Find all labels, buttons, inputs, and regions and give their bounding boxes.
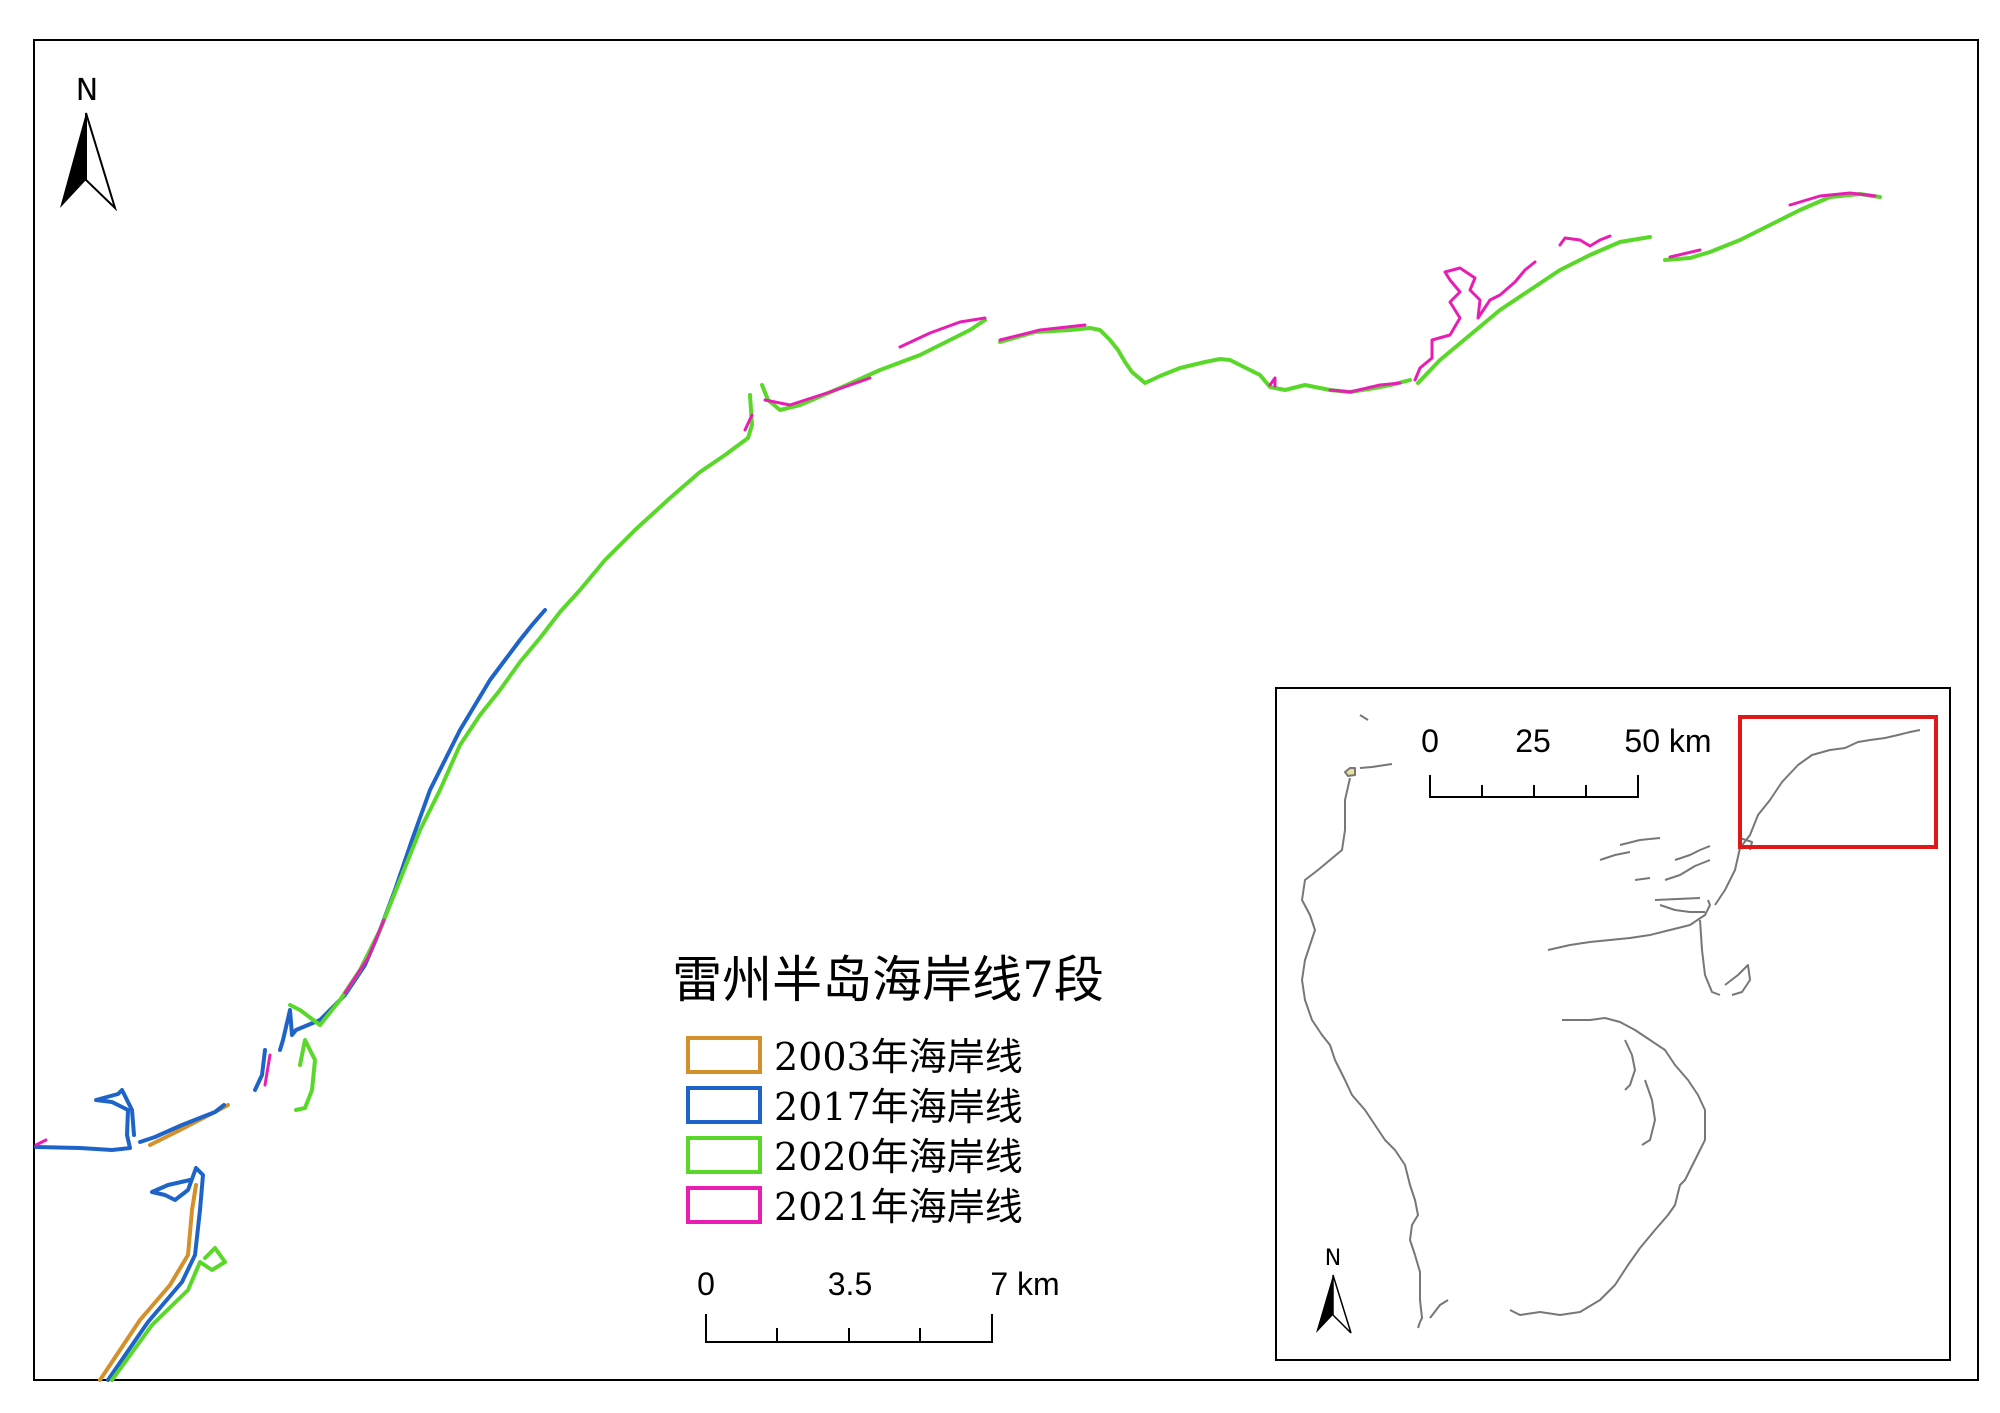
legend-label-2021: 2021年海岸线 <box>774 1185 1023 1229</box>
inset-north-arrow-icon <box>1316 1275 1333 1333</box>
legend-item-2017: 2017年海岸线 <box>686 1085 1023 1129</box>
inset-scale-tick-label-2: 50 km <box>1624 723 1711 759</box>
legend-swatch-2017 <box>686 1086 762 1124</box>
north-arrow-icon <box>60 113 86 208</box>
inset-map: 0 25 50 km N <box>1275 687 1951 1361</box>
main-scale-bar: 0 3.5 7 km <box>697 1266 1060 1343</box>
coastline-2017 <box>34 608 547 1382</box>
legend-item-2003: 2003年海岸线 <box>686 1035 1023 1079</box>
north-label: N <box>76 73 98 108</box>
map-title: 雷州半岛海岸线7段 <box>672 951 1104 1009</box>
inset-scale-bar: 0 25 50 km <box>1421 723 1712 798</box>
legend-label-2017: 2017年海岸线 <box>774 1085 1023 1129</box>
north-arrow: N <box>60 73 118 212</box>
legend-swatch-2021 <box>686 1186 762 1224</box>
scale-tick-label-2: 7 km <box>990 1266 1059 1302</box>
legend-swatch-2003 <box>686 1036 762 1074</box>
legend-swatch-2020 <box>686 1136 762 1174</box>
scale-tick-label-1: 3.5 <box>828 1266 872 1302</box>
legend-label-2020: 2020年海岸线 <box>774 1135 1023 1179</box>
main-map-frame <box>33 39 1979 1381</box>
coastline-2003 <box>98 1103 230 1382</box>
inset-scale-tick-label-1: 25 <box>1515 723 1551 759</box>
coastline-2021 <box>34 191 1877 1147</box>
inset-north-arrow: N <box>1316 1246 1352 1334</box>
inset-north-label: N <box>1325 1246 1341 1271</box>
inset-coastline <box>1301 714 1921 1329</box>
inset-highlight-extent <box>1738 715 1938 849</box>
legend-label-2003: 2003年海岸线 <box>774 1035 1023 1079</box>
inset-scale-bar-line <box>1429 775 1639 798</box>
inset-frame <box>1275 687 1951 1361</box>
legend-item-2021: 2021年海岸线 <box>686 1185 1023 1229</box>
inset-scale-tick-label-0: 0 <box>1421 723 1439 759</box>
legend: 2003年海岸线 2017年海岸线 2020年海岸线 2021年海岸线 <box>686 1035 1023 1229</box>
legend-item-2020: 2020年海岸线 <box>686 1135 1023 1179</box>
scale-bar-line <box>705 1314 993 1343</box>
scale-tick-label-0: 0 <box>697 1266 715 1302</box>
